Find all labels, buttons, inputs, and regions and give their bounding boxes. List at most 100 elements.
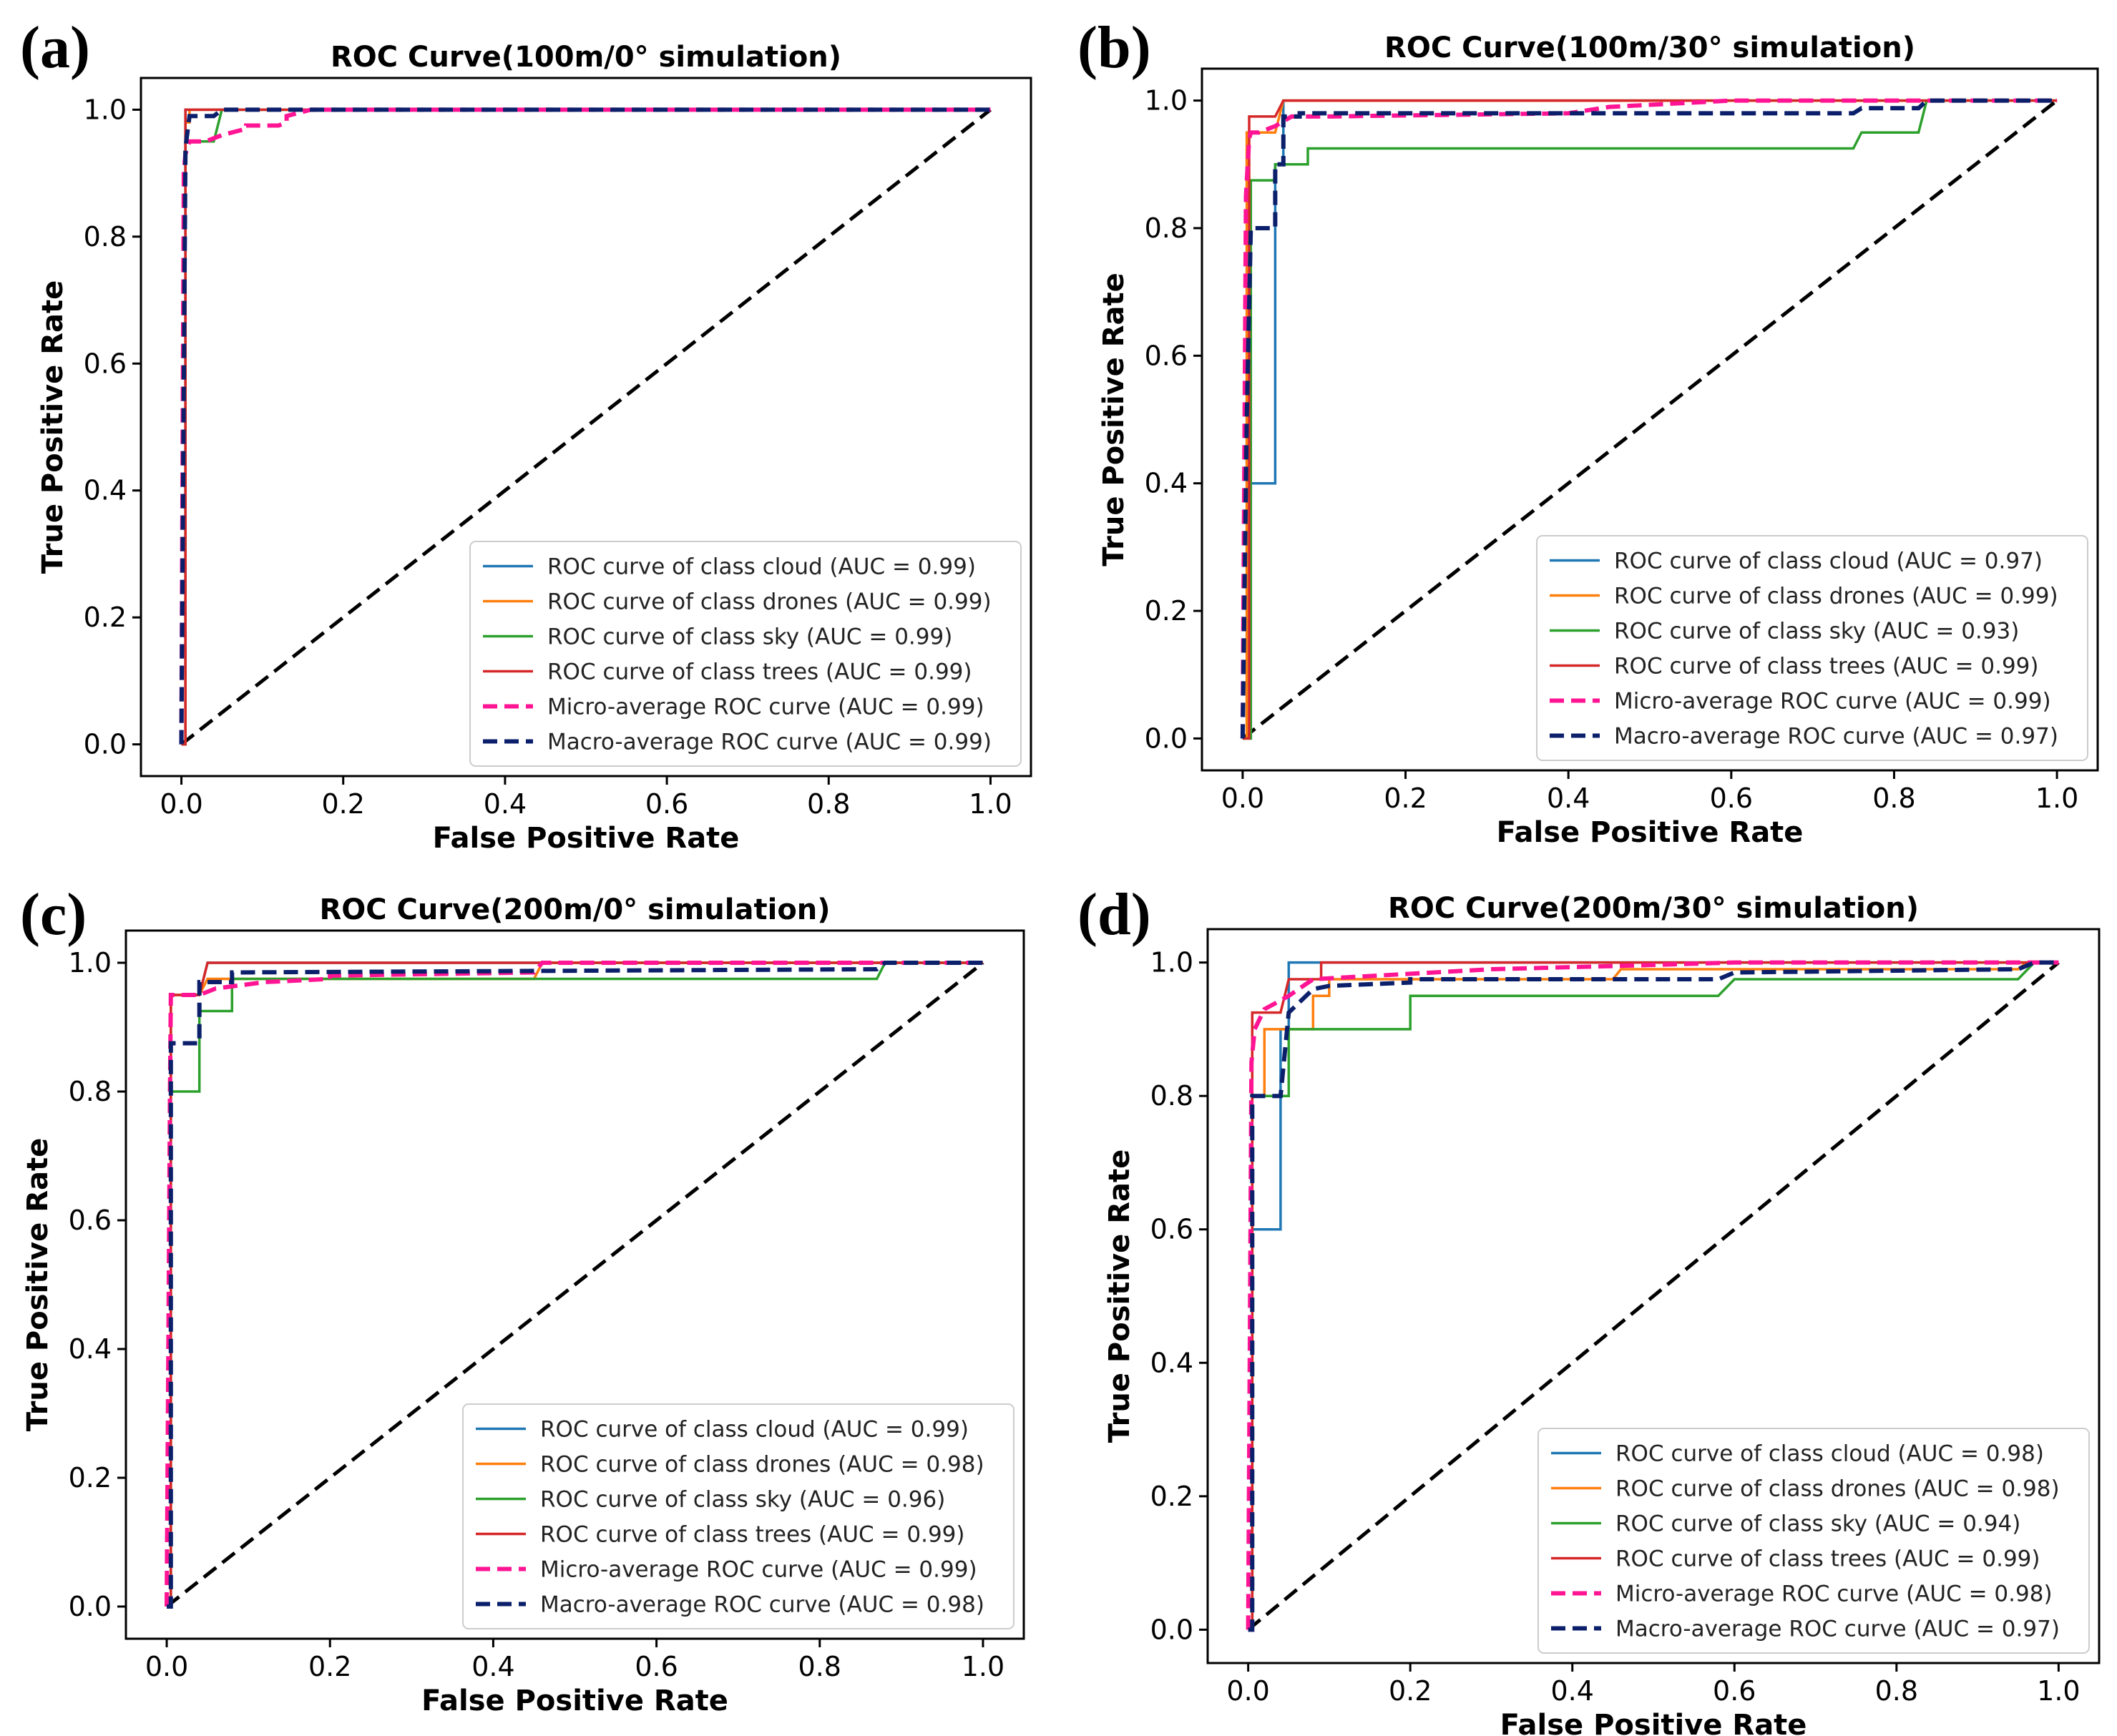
axes-frame (1206, 928, 2101, 1664)
legend-entry-5: Macro-average ROC curve (AUC = 0.97) (1615, 1617, 2060, 1642)
y-tick-label: 0.6 (1150, 1214, 1193, 1245)
y-tick-label: 0.8 (84, 221, 127, 252)
roc-panel-2: (c) ROC Curve(200m/0° simulation) 0.0 0.2 0.… (20, 881, 1025, 1717)
x-axis-label: False Positive Rate (1497, 816, 1804, 849)
legend-entry-2: ROC curve of class sky (AUC = 0.99) (547, 624, 952, 650)
y-tick-label: 0.2 (69, 1462, 112, 1494)
y-tick-label: 0.4 (1150, 1347, 1193, 1378)
x-tick-label: 1.0 (2037, 1675, 2080, 1707)
x-tick-label: 0.6 (1713, 1675, 1756, 1707)
legend-entry-4: Micro-average ROC curve (AUC = 0.99) (547, 695, 984, 720)
series-line-2 (1242, 99, 2058, 740)
x-tick-label: 0.4 (484, 788, 527, 820)
series-line-3 (1242, 99, 2058, 740)
x-tick-label: 0.0 (160, 788, 202, 820)
panel-label: (d) (1077, 881, 1151, 948)
y-tick-label: 1.0 (1145, 85, 1188, 117)
x-tick-label: 0.2 (322, 788, 365, 820)
y-tick-label: 0.2 (1145, 595, 1188, 627)
legend-entry-0: ROC curve of class cloud (AUC = 0.99) (540, 1417, 969, 1443)
legend-entry-4: Micro-average ROC curve (AUC = 0.99) (1614, 689, 2051, 715)
x-tick-label: 0.0 (145, 1651, 188, 1682)
y-tick-label: 0.4 (69, 1333, 112, 1365)
series-line-4 (1246, 960, 2059, 1630)
x-axis-label: False Positive Rate (1500, 1709, 1807, 1736)
x-tick-label: 0.2 (1389, 1675, 1432, 1707)
x-tick-label: 1.0 (969, 788, 1012, 820)
series-line-5 (167, 961, 983, 1609)
axes-frame (140, 77, 1032, 778)
legend-box (469, 541, 1022, 767)
chart-title: ROC Curve(100m/0° simulation) (331, 41, 841, 74)
legend-entry-3: ROC curve of class trees (AUC = 0.99) (1615, 1546, 2040, 1572)
series-line-5 (1248, 960, 2059, 1632)
legend-entry-5: Macro-average ROC curve (AUC = 0.99) (547, 730, 992, 755)
legend: ROC curve of class cloud (AUC = 0.99) ROC… (469, 541, 1022, 767)
y-tick-label: 1.0 (84, 94, 127, 125)
chance-diagonal-line (1247, 961, 2060, 1632)
roc-panel-0: (a) ROC Curve(100m/0° simulation) 0.0 0.2 0.… (20, 14, 1032, 855)
legend-entry-1: ROC curve of class drones (AUC = 0.98) (1615, 1476, 2060, 1502)
legend-entry-0: ROC curve of class cloud (AUC = 0.99) (547, 554, 976, 580)
chart-title: ROC Curve(100m/30° simulation) (1384, 31, 1915, 64)
x-tick-label: 0.6 (645, 788, 688, 820)
chart-title: ROC Curve(200m/30° simulation) (1388, 892, 1919, 925)
x-tick-label: 0.0 (1226, 1675, 1269, 1707)
legend: ROC curve of class cloud (AUC = 0.98) ROC… (1537, 1428, 2090, 1654)
plot-area (165, 961, 984, 1609)
chance-diagonal-line (165, 961, 984, 1608)
y-tick-label: 0.2 (84, 602, 127, 633)
roc-panel-1: (b) ROC Curve(100m/30° simulation) 0.0 0.2 0… (1077, 14, 2099, 849)
panel-label: (a) (20, 14, 90, 81)
y-axis-label: True Positive Rate (1103, 1149, 1136, 1443)
plot-area (179, 107, 992, 746)
x-tick-label: 0.8 (798, 1651, 841, 1682)
y-tick-label: 0.6 (84, 348, 127, 379)
legend-entry-1: ROC curve of class drones (AUC = 0.99) (547, 589, 992, 615)
y-tick-label: 1.0 (1150, 947, 1193, 979)
x-tick-label: 0.8 (1875, 1675, 1918, 1707)
legend-entry-1: ROC curve of class drones (AUC = 0.99) (1614, 584, 2058, 609)
x-tick-label: 0.0 (1221, 783, 1264, 814)
axes-frame (1201, 67, 2099, 772)
legend-entry-1: ROC curve of class drones (AUC = 0.98) (540, 1452, 984, 1478)
legend-entry-2: ROC curve of class sky (AUC = 0.96) (540, 1487, 945, 1513)
x-axis-label: False Positive Rate (433, 822, 740, 855)
series-line-5 (179, 107, 991, 745)
legend-entry-2: ROC curve of class sky (AUC = 0.93) (1614, 619, 2019, 644)
x-tick-label: 0.4 (1551, 1675, 1594, 1707)
x-tick-label: 0.2 (308, 1651, 351, 1682)
plot-area (1246, 960, 2060, 1632)
legend-entry-2: ROC curve of class sky (AUC = 0.94) (1615, 1511, 2020, 1537)
plot-area (1240, 98, 2058, 740)
x-tick-label: 1.0 (962, 1651, 1004, 1682)
chance-diagonal-line (180, 108, 992, 746)
panel-label: (c) (20, 881, 87, 948)
y-tick-label: 0.0 (84, 729, 127, 760)
legend: ROC curve of class cloud (AUC = 0.97) ROC… (1536, 535, 2088, 761)
legend-entry-4: Micro-average ROC curve (AUC = 0.98) (1615, 1581, 2053, 1607)
chance-diagonal-line (1241, 99, 2058, 740)
x-tick-label: 0.6 (635, 1651, 678, 1682)
x-tick-label: 1.0 (2035, 783, 2078, 814)
y-tick-label: 0.0 (1145, 722, 1188, 754)
roc-panel-3: (d) ROC Curve(200m/30° simulation) 0.0 0.2 0… (1077, 881, 2101, 1736)
legend-entry-4: Micro-average ROC curve (AUC = 0.99) (540, 1557, 977, 1583)
legend-box (462, 1403, 1015, 1629)
y-axis-label: True Positive Rate (21, 1138, 54, 1431)
x-tick-label: 0.8 (807, 788, 850, 820)
y-tick-label: 0.0 (69, 1591, 112, 1622)
x-tick-label: 0.2 (1384, 783, 1427, 814)
legend-entry-3: ROC curve of class trees (AUC = 0.99) (1614, 654, 2039, 680)
y-tick-label: 0.6 (1145, 340, 1188, 371)
legend-box (1537, 1428, 2090, 1654)
y-tick-label: 0.4 (84, 475, 127, 506)
y-tick-label: 1.0 (69, 947, 112, 979)
x-tick-label: 0.4 (471, 1651, 514, 1682)
panel-label: (b) (1077, 14, 1151, 81)
chart-title: ROC Curve(200m/0° simulation) (319, 893, 830, 926)
x-tick-label: 0.4 (1547, 783, 1590, 814)
legend-box (1536, 535, 2088, 761)
legend-entry-5: Macro-average ROC curve (AUC = 0.98) (540, 1592, 984, 1618)
